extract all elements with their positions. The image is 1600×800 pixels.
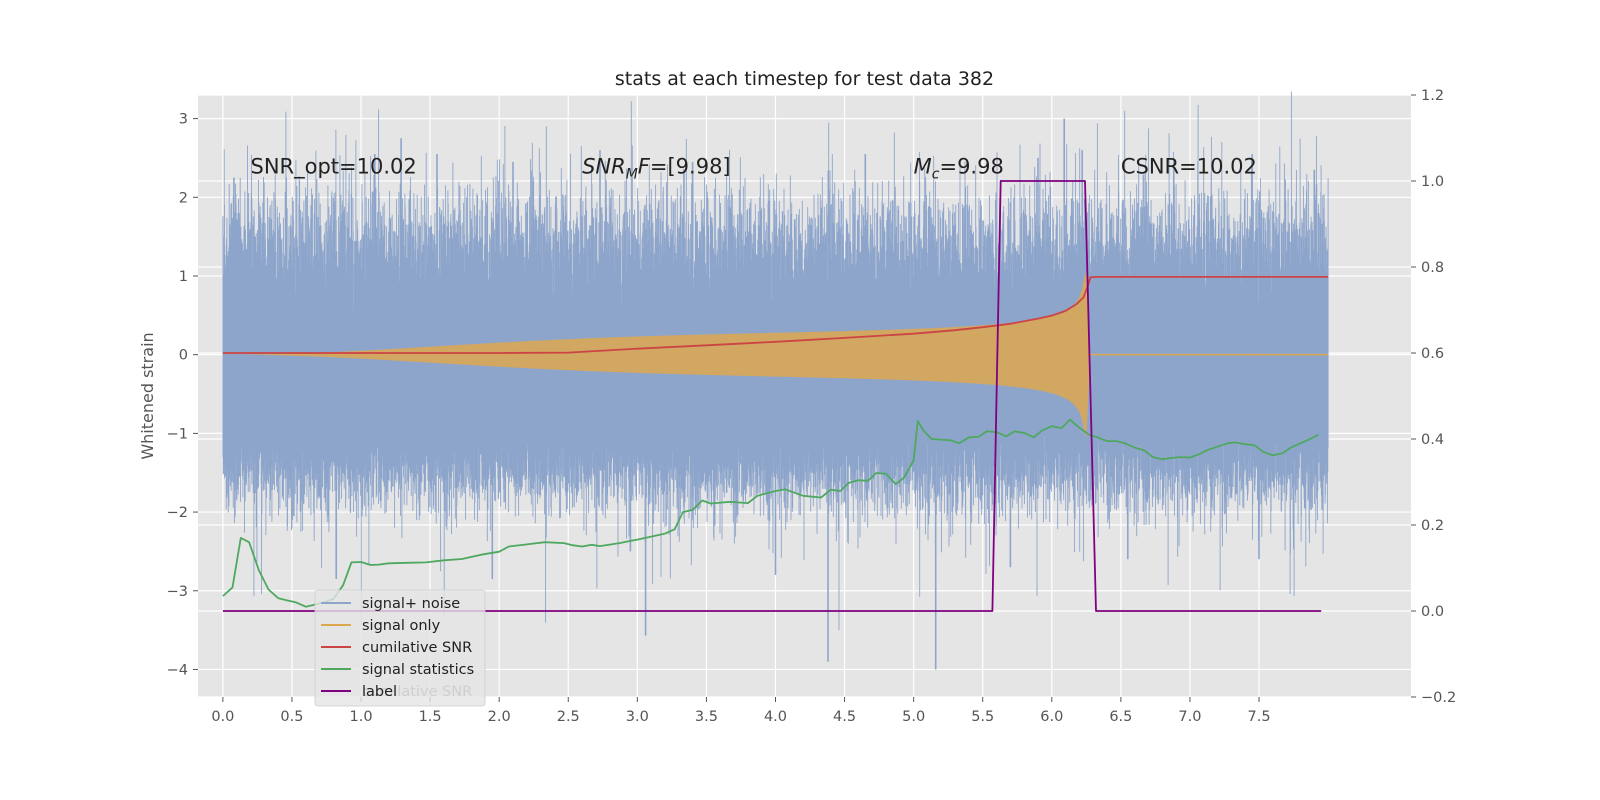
series-line — [222, 275, 1329, 354]
annotation-snr-mf: SNRMF=[9.98] — [582, 155, 731, 183]
legend-ghost-text: cumilative SNR — [362, 684, 472, 700]
chirp-envelope — [222, 272, 1091, 438]
y-tick-label-left: 1 — [179, 269, 188, 285]
y-tick-label-right: 0.6 — [1421, 346, 1444, 362]
legend-label: signal only — [362, 618, 441, 634]
y-tick-label-left: −2 — [167, 505, 188, 521]
annotation-symbol: SNR — [582, 155, 626, 179]
series-label — [222, 180, 1322, 612]
x-tick-label: 4.0 — [764, 709, 787, 725]
y-tick-label-right: 0.0 — [1421, 604, 1444, 620]
y-tick-label-right: 0.4 — [1421, 432, 1444, 448]
annotation-symbol: M — [914, 155, 932, 179]
annotation-snr-opt: SNR_opt=10.02 — [250, 155, 416, 180]
series-signal-statistics — [222, 418, 1319, 608]
y-tick-label-right: 0.2 — [1421, 518, 1444, 534]
legend-label: cumilative SNR — [362, 640, 472, 656]
annotation-csnr: CSNR=10.02 — [1121, 155, 1257, 179]
y-tick-label-left: 0 — [179, 348, 188, 364]
y-tick-label-right: 0.8 — [1421, 260, 1444, 276]
y-tick-label-left: −1 — [167, 426, 188, 442]
y-tick-label-left: 3 — [179, 112, 188, 128]
series-signal-only — [222, 272, 1329, 438]
x-tick-label: 5.0 — [902, 709, 925, 725]
annotation-value: =[9.98] — [650, 155, 731, 179]
legend-box — [314, 589, 486, 707]
x-tick-label: 6.5 — [1109, 709, 1132, 725]
annotation-symbol-2: F — [638, 155, 651, 179]
series-cumilative-snr — [222, 275, 1329, 354]
x-tick-label: 7.5 — [1247, 709, 1270, 725]
y-tick-label-left: −4 — [167, 662, 188, 678]
series-line — [222, 418, 1319, 608]
x-tick-label: 7.0 — [1178, 709, 1201, 725]
annotation-value: =9.98 — [939, 155, 1003, 179]
legend-label: label — [362, 684, 397, 700]
x-tick-label: 6.0 — [1040, 709, 1063, 725]
x-tick-label: 2.0 — [488, 709, 511, 725]
annotation-mc: Mc=9.98 — [914, 155, 1004, 183]
axes-layer: 0.0 0.5 1.0 1.5 2.0 2.5 3.0 3.5 4.0 4.5 5.0 5.5 6.0 6… — [167, 88, 1457, 725]
y-tick-label-left: −3 — [167, 584, 188, 600]
annotations: SNR_opt=10.02 SNRMF=[9.98] Mc=9.98 CSNR=10.… — [250, 155, 1256, 183]
x-tick-label: 5.5 — [971, 709, 994, 725]
y-tick-label-left: 2 — [179, 190, 188, 206]
y-tick-label-right: 1.2 — [1421, 88, 1444, 104]
x-tick-label: 1.0 — [349, 709, 372, 725]
annotation-subscript: c — [932, 167, 940, 183]
x-tick-label: 4.5 — [833, 709, 856, 725]
annotation-subscript: M — [626, 167, 638, 183]
x-tick-label: 3.0 — [626, 709, 649, 725]
series-layer — [222, 91, 1329, 670]
noise-peaks — [233, 118, 1316, 670]
x-tick-label: 0.0 — [211, 709, 234, 725]
chart-title: stats at each timestep for test data 382 — [615, 68, 994, 90]
x-tick-label: 0.5 — [280, 709, 303, 725]
x-tick-label: 2.5 — [557, 709, 580, 725]
y-tick-label-right: −0.2 — [1421, 690, 1456, 706]
y-tick-label-right: 1.0 — [1421, 174, 1444, 190]
legend-label: signal statistics — [362, 662, 474, 678]
x-tick-label: 1.5 — [419, 709, 442, 725]
legend-label: signal+ noise — [362, 596, 460, 612]
series-line — [222, 180, 1322, 612]
x-tick-label: 3.5 — [695, 709, 718, 725]
legend: cumilative SNR signal+ noise signal only c… — [314, 589, 486, 707]
y-axis-label: Whitened strain — [138, 332, 157, 459]
